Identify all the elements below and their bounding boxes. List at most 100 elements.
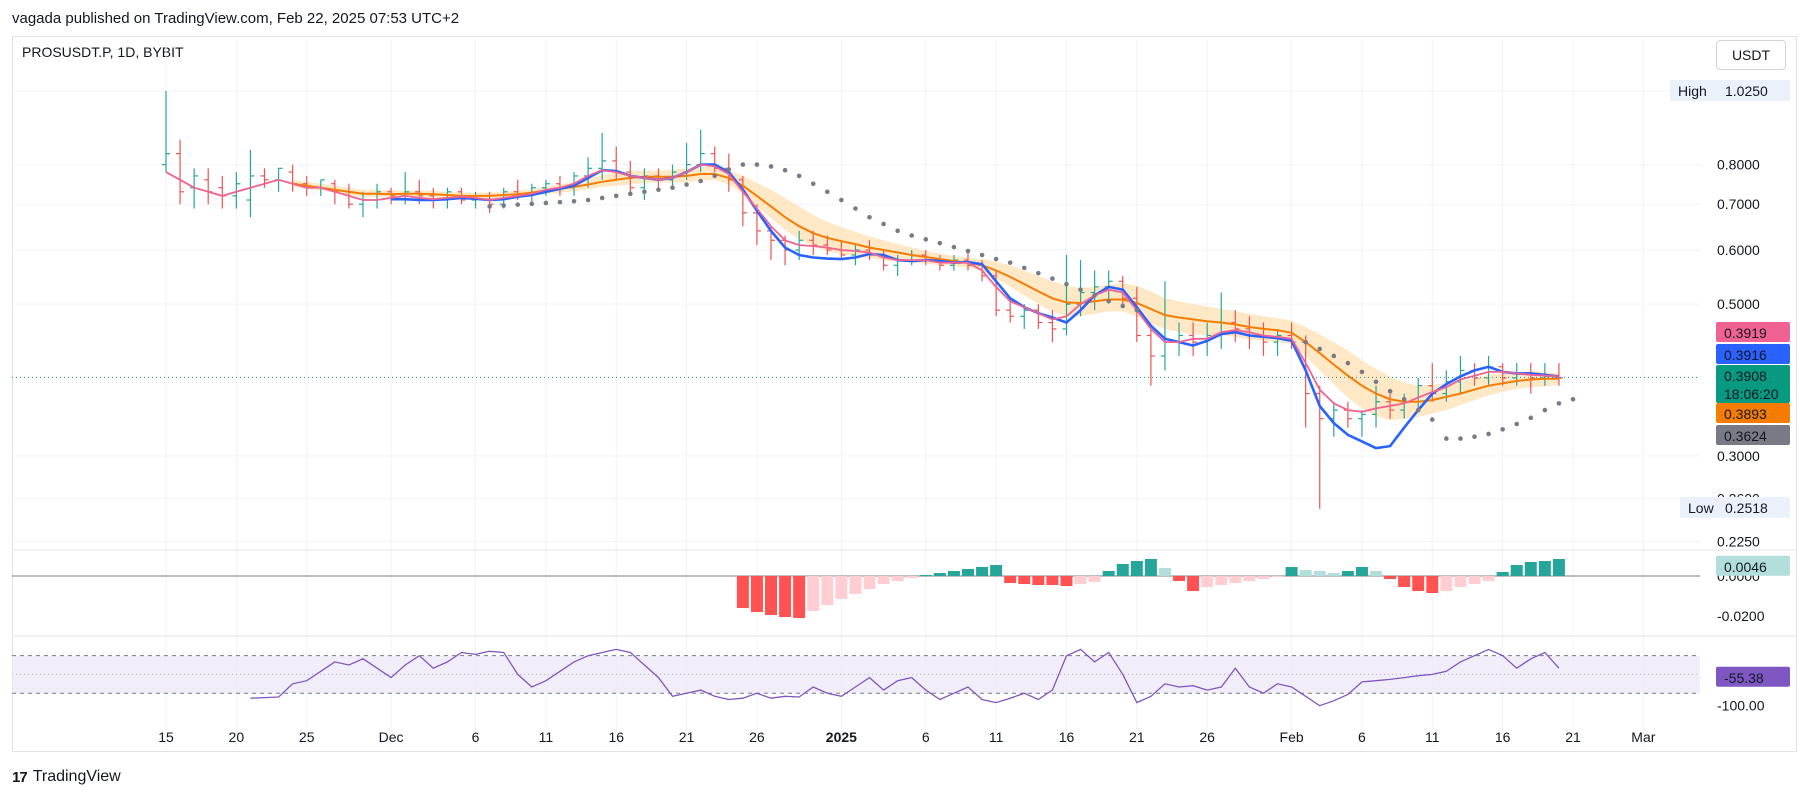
sar-dot (1514, 421, 1520, 427)
histogram-bar (821, 576, 834, 605)
sar-dot (1092, 293, 1097, 298)
fast-ma-line (165, 163, 1559, 413)
price-tag-value: 0.3908 (1724, 368, 1767, 384)
histogram-bar (765, 576, 778, 615)
sar-dot (1430, 417, 1435, 422)
ohlc-bar (541, 179, 550, 196)
histogram-current-value: 0.0046 (1724, 559, 1767, 575)
ohlc-bar (1048, 310, 1057, 343)
oscillator-value-tag (1716, 666, 1790, 687)
histogram-bar (1201, 576, 1214, 587)
price-axis-label: 0.6000 (1717, 242, 1760, 258)
sar-dot (642, 189, 647, 195)
tradingview-logo[interactable]: 17 TradingView (12, 768, 121, 786)
sar-dot (796, 173, 802, 179)
sar-dot (1472, 434, 1477, 440)
bar-countdown: 18:06:20 (1724, 386, 1779, 402)
time-axis-label: 6 (472, 729, 480, 745)
high-value: 1.0250 (1725, 83, 1768, 99)
sar-dot (1036, 270, 1041, 276)
sar-dot (1331, 353, 1337, 359)
time-axis-label: Mar (1631, 729, 1655, 745)
histogram-bar (1215, 576, 1228, 585)
oscillator-current-value: -55.38 (1724, 670, 1764, 686)
sar-dot (670, 185, 675, 191)
sar-dot (487, 204, 492, 209)
brand-name: TradingView (32, 768, 121, 785)
price-gridlines (12, 90, 1700, 542)
sar-dot (613, 193, 619, 199)
sar-dot (684, 182, 689, 187)
price-axis-label: 0.3000 (1717, 448, 1760, 464)
ohlc-bar (1006, 298, 1015, 323)
sar-dot (557, 199, 563, 205)
sar-dot (881, 221, 886, 227)
histogram-bar (1004, 576, 1017, 583)
histogram-bar (1130, 561, 1143, 576)
time-axis-label: 15 (158, 729, 174, 745)
time-axis-label: 26 (749, 729, 765, 745)
histogram-bar (1285, 567, 1298, 576)
histogram-bar (961, 569, 974, 576)
sar-dot (726, 167, 732, 172)
time-axis-label: Dec (379, 729, 404, 745)
sar-dot (1373, 379, 1379, 385)
ohlc-bar (598, 132, 607, 180)
histogram-bar (1299, 570, 1312, 576)
histogram-bar (1482, 576, 1495, 581)
histogram-bar (1187, 576, 1200, 591)
sar-dot (1486, 431, 1491, 437)
sar-dot (1415, 407, 1421, 413)
histogram-bar (947, 571, 960, 576)
sar-dot (599, 195, 605, 201)
sar-dot (628, 191, 633, 197)
histogram-bar (793, 576, 806, 618)
sar-dot (1134, 307, 1140, 313)
histogram-bar (1552, 559, 1565, 576)
histogram-bar (750, 576, 763, 612)
sar-dot (1303, 339, 1308, 345)
histogram-bar (1440, 576, 1453, 591)
histogram-bar (1102, 571, 1115, 576)
time-axis-label: 21 (1129, 729, 1145, 745)
histogram-bar (933, 573, 946, 576)
williams-r-line (250, 648, 1560, 707)
time-axis-label: 11 (989, 729, 1004, 745)
histogram-bar (1060, 576, 1073, 586)
sar-dot (1458, 436, 1463, 441)
sar-dot (993, 256, 999, 262)
histogram-bar (1510, 565, 1523, 576)
histogram-bar (1173, 576, 1186, 581)
sar-dot (867, 214, 872, 220)
time-axis-label: 11 (1425, 729, 1440, 745)
sar-dot (1359, 369, 1365, 375)
price-tag-bg (1716, 365, 1790, 403)
sar-dot (1345, 360, 1351, 366)
histogram-bar (1088, 576, 1101, 582)
ohlc-bar (1343, 401, 1352, 428)
price-tag-value: 0.3893 (1724, 406, 1767, 422)
currency-button[interactable]: USDT (1716, 40, 1786, 70)
sar-dot (937, 240, 943, 246)
histogram-bar (1144, 559, 1157, 576)
sar-dot (1317, 346, 1323, 352)
sar-dot (1570, 396, 1576, 402)
price-tag-bg (1716, 322, 1790, 342)
parabolic-sar-dots (487, 162, 1576, 441)
histogram-bar (849, 576, 862, 594)
sar-dot (1120, 303, 1126, 309)
ohlc-bar (288, 164, 297, 192)
symbol-info[interactable]: PROSUSDT.P, 1D, BYBIT (22, 44, 184, 60)
time-axis-label: 16 (608, 729, 624, 745)
ohlc-bar (232, 172, 241, 209)
low-value: 0.2518 (1725, 500, 1768, 516)
sar-dot (1106, 298, 1111, 304)
histogram-bar (736, 576, 749, 608)
histogram-bar (1116, 564, 1129, 576)
histogram-bar (891, 576, 904, 581)
sar-dot (782, 167, 788, 173)
histogram-bar (1355, 567, 1368, 576)
histogram-bar (1046, 576, 1059, 585)
histogram-bar (1538, 561, 1551, 576)
